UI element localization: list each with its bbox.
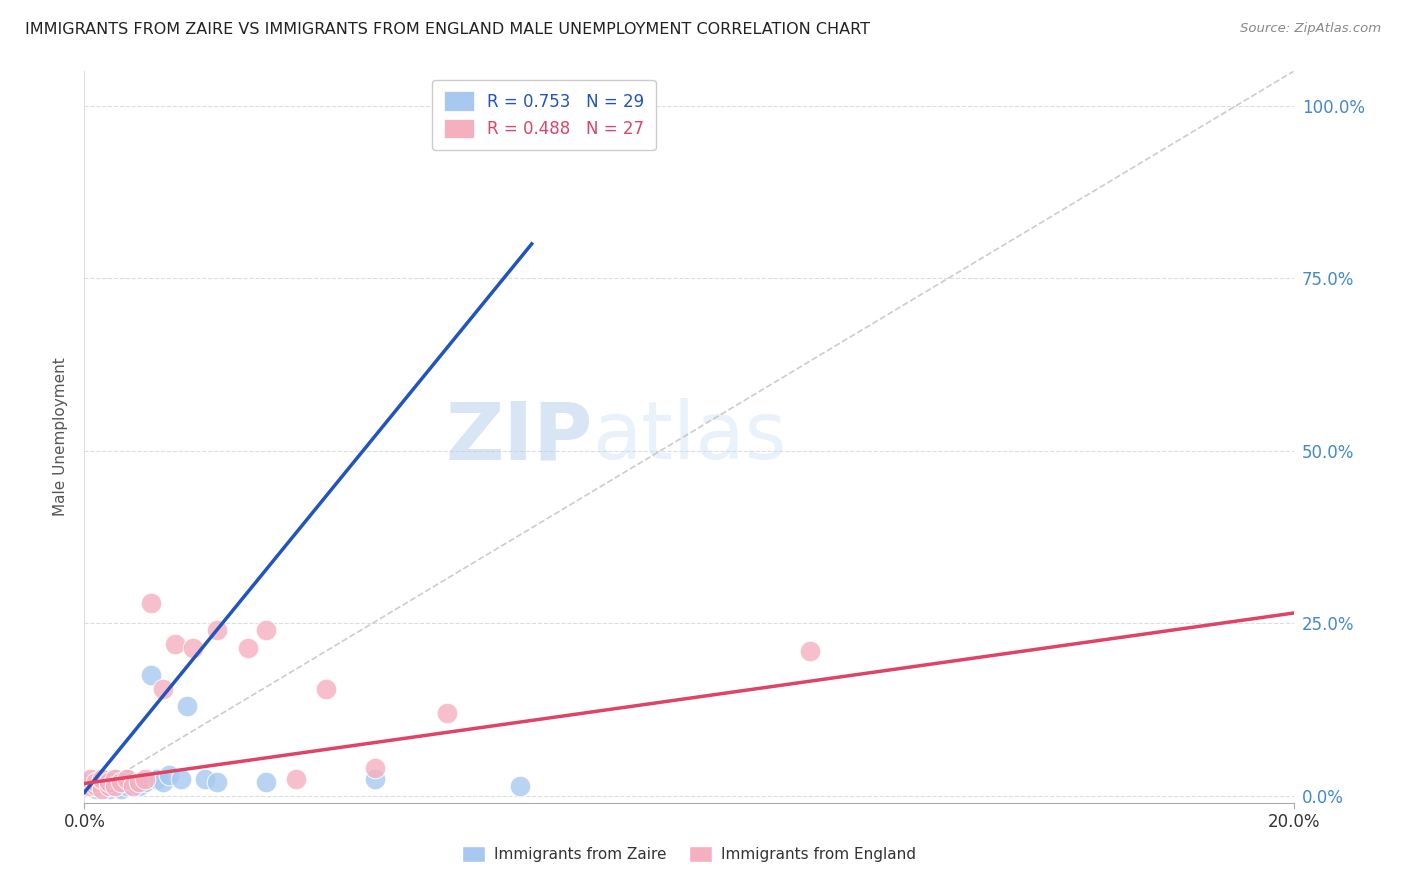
Legend: Immigrants from Zaire, Immigrants from England: Immigrants from Zaire, Immigrants from E… [456, 840, 922, 868]
Point [91, 772, 114, 786]
Y-axis label: Male Unemployment: Male Unemployment [53, 358, 69, 516]
Point [91, 779, 114, 793]
Point [79, 779, 101, 793]
Point [79, 779, 101, 793]
Point [115, 779, 138, 793]
Point [134, 772, 156, 786]
Point [86, 779, 108, 793]
Point [285, 772, 308, 786]
Point [91, 775, 114, 789]
Point [363, 772, 385, 786]
Point [207, 624, 229, 638]
Point [799, 644, 821, 658]
Point [97, 775, 120, 789]
Point [91, 782, 114, 797]
Point [176, 699, 198, 714]
Point [194, 772, 217, 786]
Text: ZIP: ZIP [444, 398, 592, 476]
Point [97, 782, 120, 797]
Point [139, 596, 162, 610]
Point [121, 775, 143, 789]
Point [165, 637, 187, 651]
Point [86, 775, 108, 789]
Point [236, 640, 259, 655]
Point [254, 775, 277, 789]
Text: IMMIGRANTS FROM ZAIRE VS IMMIGRANTS FROM ENGLAND MALE UNEMPLOYMENT CORRELATION C: IMMIGRANTS FROM ZAIRE VS IMMIGRANTS FROM… [25, 22, 870, 37]
Point [115, 772, 138, 786]
Point [170, 772, 193, 786]
Point [181, 640, 204, 655]
Point [86, 782, 108, 797]
Point [104, 779, 127, 793]
Point [152, 775, 174, 789]
Point [91, 772, 114, 786]
Point [152, 681, 174, 696]
Point [254, 624, 277, 638]
Point [207, 775, 229, 789]
Point [128, 779, 150, 793]
Point [128, 775, 150, 789]
Point [146, 772, 169, 786]
Point [110, 775, 132, 789]
Point [509, 779, 531, 793]
Point [157, 768, 180, 782]
Point [139, 668, 162, 682]
Point [104, 772, 127, 786]
Point [79, 772, 101, 786]
Point [115, 772, 138, 786]
Point [104, 772, 127, 786]
Text: Source: ZipAtlas.com: Source: ZipAtlas.com [1240, 22, 1381, 36]
Point [97, 775, 120, 789]
Point [97, 779, 120, 793]
Point [110, 782, 132, 797]
Point [436, 706, 458, 720]
Point [86, 772, 108, 786]
Point [104, 779, 127, 793]
Point [134, 775, 156, 789]
Point [121, 779, 143, 793]
Point [315, 681, 337, 696]
Point [79, 775, 101, 789]
Point [363, 761, 385, 775]
Text: atlas: atlas [592, 398, 786, 476]
Point [110, 775, 132, 789]
